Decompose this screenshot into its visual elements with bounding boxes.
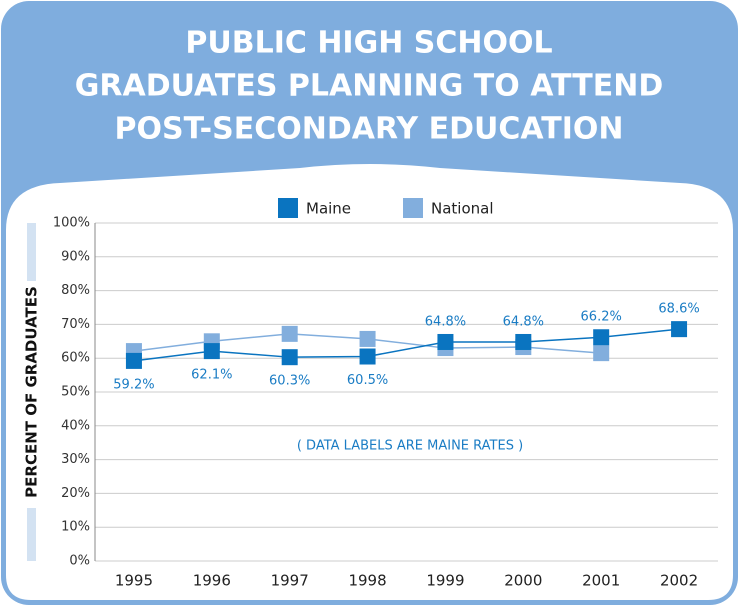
y-tick-label: 50%: [61, 385, 90, 400]
marker: [437, 333, 454, 350]
line: [133, 328, 680, 362]
marker: [281, 349, 298, 366]
x-tick-label: 2002: [660, 572, 698, 590]
data-label: 59.2%: [113, 377, 154, 392]
chart-title: GRADUATES PLANNING TO ATTEND: [75, 69, 663, 104]
data-label: 64.8%: [425, 314, 466, 329]
chart-title: POST-SECONDARY EDUCATION: [115, 112, 624, 147]
marker: [359, 330, 376, 347]
y-tick-label: 100%: [53, 216, 90, 231]
panel: [6, 164, 733, 600]
data-label: 64.8%: [503, 314, 544, 329]
y-tick-label: 90%: [61, 249, 90, 264]
marker: [203, 343, 220, 360]
legend-label: National: [431, 200, 494, 218]
marker: [515, 333, 532, 350]
marker: [593, 345, 610, 362]
y-tick-label: 0%: [69, 554, 90, 569]
legend-swatch: [403, 198, 423, 218]
axis-label-decoration: [27, 223, 36, 281]
marker: [281, 325, 298, 342]
legend-label: Maine: [306, 200, 351, 218]
marker: [593, 329, 610, 346]
data-label: 66.2%: [581, 310, 622, 325]
legend-swatch: [278, 198, 298, 218]
x-tick-label: 2000: [504, 572, 542, 590]
x-tick-label: 1997: [271, 572, 309, 590]
marker: [671, 321, 688, 338]
y-tick-label: 20%: [61, 486, 90, 501]
axis-label-decoration: [27, 508, 36, 561]
y-axis-label: PERCENT OF GRADUATES: [23, 286, 41, 498]
x-tick-label: 1998: [348, 572, 386, 590]
x-tick-label: 1996: [193, 572, 231, 590]
data-label: 60.3%: [269, 374, 310, 389]
x-tick-label: 2001: [582, 572, 620, 590]
y-tick-label: 30%: [61, 452, 90, 467]
data-label: 60.5%: [347, 373, 388, 388]
annotation: ( DATA LABELS ARE MAINE RATES ): [297, 439, 523, 454]
marker: [125, 352, 142, 369]
x-tick-label: 1999: [426, 572, 464, 590]
data-label: 62.1%: [191, 368, 232, 383]
y-tick-label: 10%: [61, 520, 90, 535]
marker: [359, 348, 376, 365]
y-tick-label: 60%: [61, 351, 90, 366]
y-tick-label: 40%: [61, 418, 90, 433]
chart-title: PUBLIC HIGH SCHOOL: [185, 26, 552, 61]
x-tick-label: 1995: [115, 572, 153, 590]
data-label: 68.6%: [658, 302, 699, 317]
y-tick-label: 70%: [61, 317, 90, 332]
y-tick-label: 80%: [61, 283, 90, 298]
